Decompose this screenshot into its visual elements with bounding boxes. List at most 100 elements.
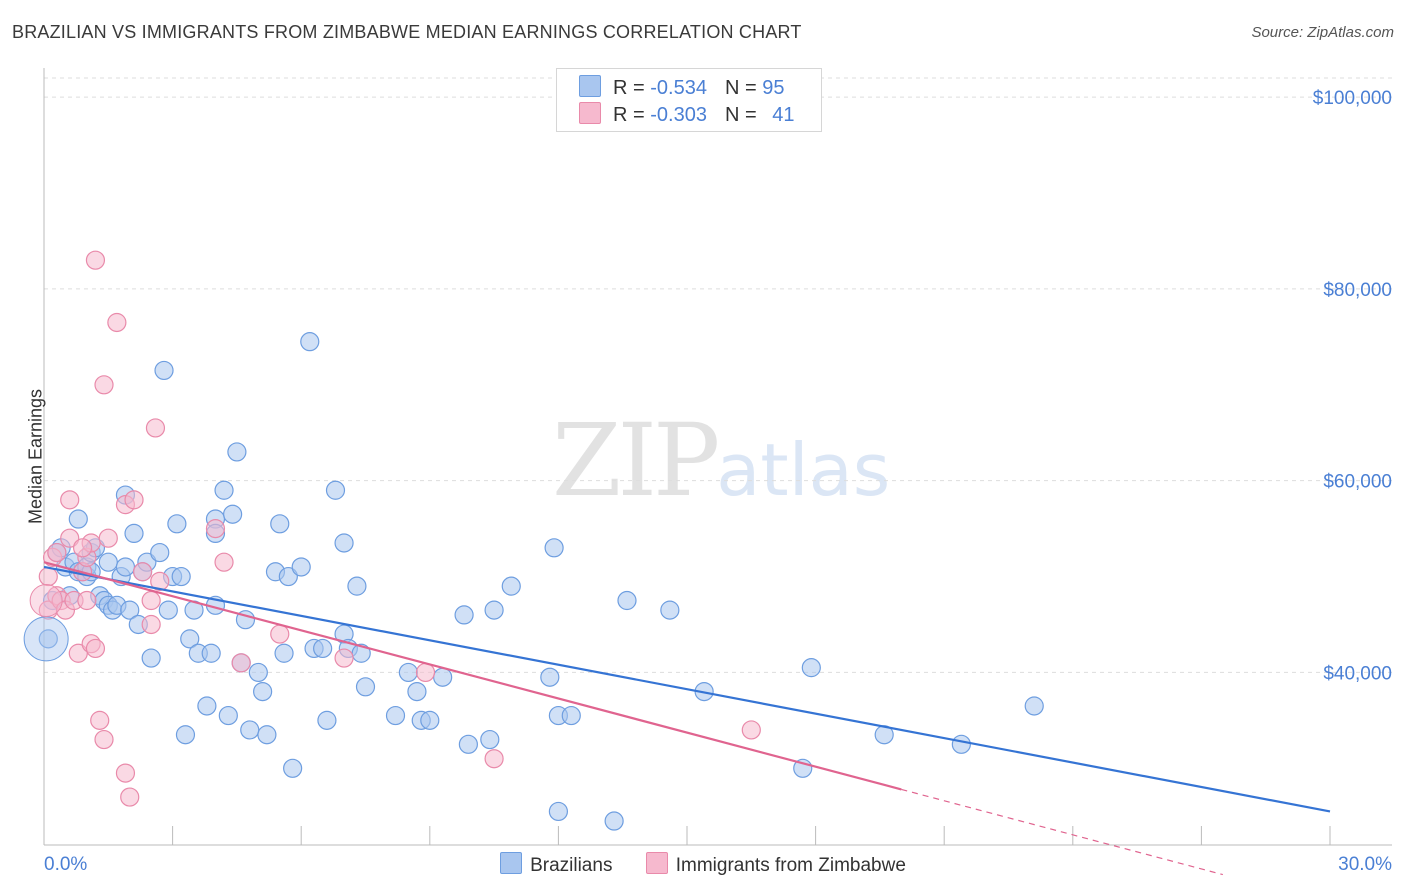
zimbabwe-point (60, 490, 80, 510)
y-tick-label: $40,000 (1323, 663, 1392, 684)
zimbabwe-point (150, 571, 170, 591)
zimbabwe-point (47, 542, 67, 563)
brazilian-point (150, 542, 170, 563)
brazilian-point (227, 442, 247, 462)
y-axis-label: Median Earnings (25, 388, 46, 525)
chart-title: BRAZILIAN VS IMMIGRANTS FROM ZIMBABWE ME… (12, 22, 802, 42)
zimbabwe-point (60, 528, 80, 548)
zimbabwe-point (231, 653, 251, 673)
zimbabwe-point (72, 538, 93, 558)
zimbabwe-point (115, 763, 136, 783)
brazilian-point (355, 677, 376, 697)
brazilian-point (38, 629, 58, 649)
brazilian-point (480, 729, 500, 750)
legend-n-value: 41 (772, 104, 795, 126)
brazilian-point (1024, 696, 1044, 716)
brazilian-cluster-point (23, 616, 69, 662)
legend-r-label: R = (613, 77, 651, 99)
zimbabwe-point (94, 375, 114, 395)
brazilian-point (325, 480, 346, 500)
brazilian-point (197, 696, 217, 716)
brazilian-point (253, 681, 273, 702)
brazilian-point (604, 811, 624, 831)
zimbabwe-point (132, 562, 153, 582)
watermark-zip: ZIP (552, 402, 720, 519)
zimbabwe-point (77, 590, 97, 611)
brazilian-point (257, 725, 277, 745)
brazilian-point (201, 643, 221, 663)
brazilian-point (248, 662, 268, 683)
brazilian-point (548, 801, 569, 822)
zimbabwe-point (415, 662, 436, 683)
brazilian-point (98, 552, 118, 572)
zimbabwe-point (98, 528, 118, 548)
brazilian-point (175, 725, 196, 745)
brazilian-point (544, 538, 564, 558)
brazilian-point (115, 557, 136, 577)
legend-label-brazilians: Brazilians (530, 855, 613, 876)
brazilian-point (454, 605, 474, 625)
series-legend: Brazilians Immigrants from Zimbabwe (0, 852, 1406, 877)
brazilian-point (223, 504, 243, 524)
brazilian-point (347, 576, 367, 596)
zimbabwe-trend-extension (901, 788, 1223, 876)
brazilian-point (68, 509, 88, 529)
brazilian-point (218, 705, 238, 726)
zimbabwe-point (85, 250, 106, 270)
zimbabwe-point (205, 519, 226, 539)
brazilian-point (274, 643, 294, 663)
brazilian-point (801, 658, 821, 678)
brazilian-point (158, 600, 178, 620)
legend-r-value: -0.303 (650, 104, 707, 126)
legend-n-label: N = (724, 77, 763, 99)
chart-source: Source: ZipAtlas.com (1251, 24, 1394, 41)
brazilian-trend-line (43, 565, 1331, 813)
x-tick-label: 30.0% (1338, 854, 1392, 875)
brazilian-point (167, 514, 187, 534)
brazilian-point (141, 648, 161, 668)
zimbabwe-point (124, 490, 144, 510)
brazilian-point (124, 523, 144, 544)
legend-swatch-pink (579, 102, 601, 124)
brazilian-point (154, 360, 174, 381)
y-tick-label: $100,000 (1313, 88, 1392, 109)
brazilian-point (540, 667, 560, 687)
watermark-atlas: atlas (716, 428, 891, 512)
zimbabwe-point (484, 749, 504, 769)
brazilian-point (433, 667, 453, 687)
legend-swatch-blue (579, 75, 601, 97)
legend-row-zimbabwe: R = -0.303 N = 41 (579, 102, 794, 126)
legend-swatch-pink (645, 852, 668, 874)
zimbabwe-point (141, 614, 161, 635)
legend-r-value: -0.534 (650, 77, 707, 99)
brazilian-point (484, 600, 504, 620)
brazilian-point (278, 566, 298, 587)
brazilian-point (561, 705, 581, 726)
zimbabwe-trend-line (43, 561, 902, 791)
brazilian-point (317, 710, 337, 730)
legend-item-zimbabwe: Immigrants from Zimbabwe (645, 852, 906, 877)
zimbabwe-point (85, 638, 106, 659)
brazilian-point (180, 629, 200, 649)
brazilian-point (420, 710, 440, 730)
brazilian-point (660, 600, 680, 620)
zipatlas-watermark: ZIPatlas (552, 402, 890, 519)
legend-row-brazilians: R = -0.534 N = 95 (579, 75, 784, 99)
zimbabwe-point (270, 624, 290, 644)
zimbabwe-point (90, 710, 110, 730)
brazilian-point (270, 514, 290, 534)
x-tick-label: 0.0% (44, 854, 87, 875)
brazilian-point (385, 705, 406, 726)
brazilian-point (951, 734, 971, 754)
zimbabwe-point (334, 648, 354, 668)
brazilian-point (407, 681, 427, 702)
y-tick-label: $60,000 (1323, 472, 1392, 493)
legend-r-label: R = (613, 104, 651, 126)
brazilian-point (120, 600, 140, 620)
brazilian-point (334, 533, 354, 553)
legend-n-value: 95 (762, 77, 785, 99)
legend-swatch-blue (500, 852, 523, 874)
brazilian-point (617, 590, 637, 611)
zimbabwe-cluster-point (29, 584, 63, 618)
